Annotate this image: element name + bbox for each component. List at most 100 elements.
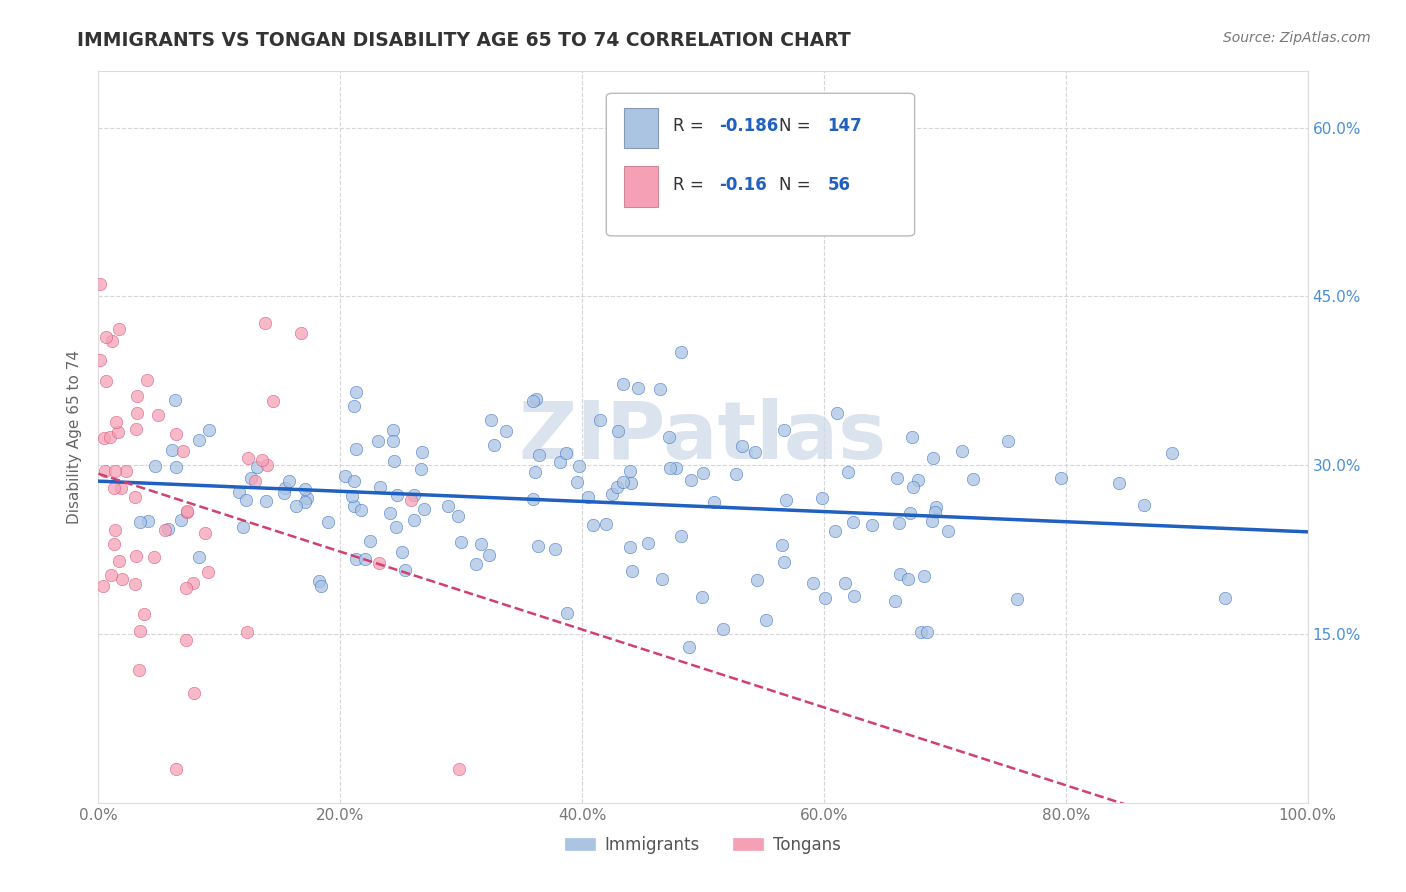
Point [367,434,389,448]
Point [127,406,149,420]
Point [104,464,127,478]
Point [744,445,766,459]
Point [103,537,125,551]
Point [343,474,366,488]
Point [447,509,470,524]
Point [627,381,650,395]
Point [450,534,472,549]
Point [104,523,127,537]
Point [176,504,198,518]
Point [285,499,308,513]
Point [470,537,492,551]
Point [825,406,848,420]
Point [91,579,114,593]
Point [669,344,692,359]
Point [111,572,134,586]
Point [1161,446,1184,460]
Point [391,545,413,559]
Point [385,488,408,502]
Point [747,573,769,587]
Point [837,465,859,479]
Point [527,539,550,553]
Point [228,485,250,500]
Point [411,462,433,476]
Point [187,433,209,447]
Point [1108,475,1130,490]
Point [382,454,405,468]
Point [637,536,659,550]
Point [581,517,603,532]
Point [1050,470,1073,484]
Point [153,524,176,538]
Point [557,606,579,620]
Point [146,408,169,422]
Text: -0.186: -0.186 [718,117,778,136]
Point [568,458,591,473]
Point [404,488,426,502]
Point [384,520,406,534]
Point [198,423,221,437]
Point [134,607,156,621]
Point [922,450,945,465]
Point [860,518,883,533]
Point [690,591,713,605]
Point [245,460,267,475]
Point [165,393,187,408]
Point [278,475,301,489]
Point [523,465,546,479]
Point [354,552,377,566]
Text: N =: N = [779,117,815,136]
Point [565,475,588,490]
Point [606,424,628,438]
Point [156,522,179,536]
Point [436,499,458,513]
Point [772,423,794,437]
Point [924,505,946,519]
Point [174,633,197,648]
Point [145,458,167,473]
Point [96,330,118,344]
Text: R =: R = [673,117,709,136]
Point [554,446,576,460]
Point [350,503,373,517]
Point [576,490,599,504]
Point [101,334,124,348]
Point [402,513,425,527]
Point [342,489,364,503]
Point [711,622,734,636]
Point [262,394,284,409]
Point [193,525,215,540]
Point [382,423,405,437]
Point [588,413,610,427]
Legend: Immigrants, Tongans: Immigrants, Tongans [558,829,848,860]
Point [238,450,260,465]
Point [665,461,688,475]
Point [183,686,205,700]
Point [495,424,517,438]
Point [884,594,907,608]
Point [522,491,544,506]
Point [938,524,960,538]
Point [770,538,793,552]
Point [529,448,551,462]
Point [89,353,111,368]
Text: N =: N = [779,176,815,194]
Point [333,469,356,483]
Point [235,493,257,508]
Point [309,579,332,593]
Point [962,473,984,487]
Point [903,480,925,494]
Point [449,762,471,776]
Point [620,476,643,491]
Point [619,540,641,554]
Point [811,491,834,506]
Point [297,491,319,505]
Point [110,481,132,495]
Point [343,500,366,514]
Point [842,515,865,529]
Point [679,473,702,487]
Point [294,495,316,509]
Point [482,438,505,452]
Point [411,445,433,459]
Point [174,582,197,596]
